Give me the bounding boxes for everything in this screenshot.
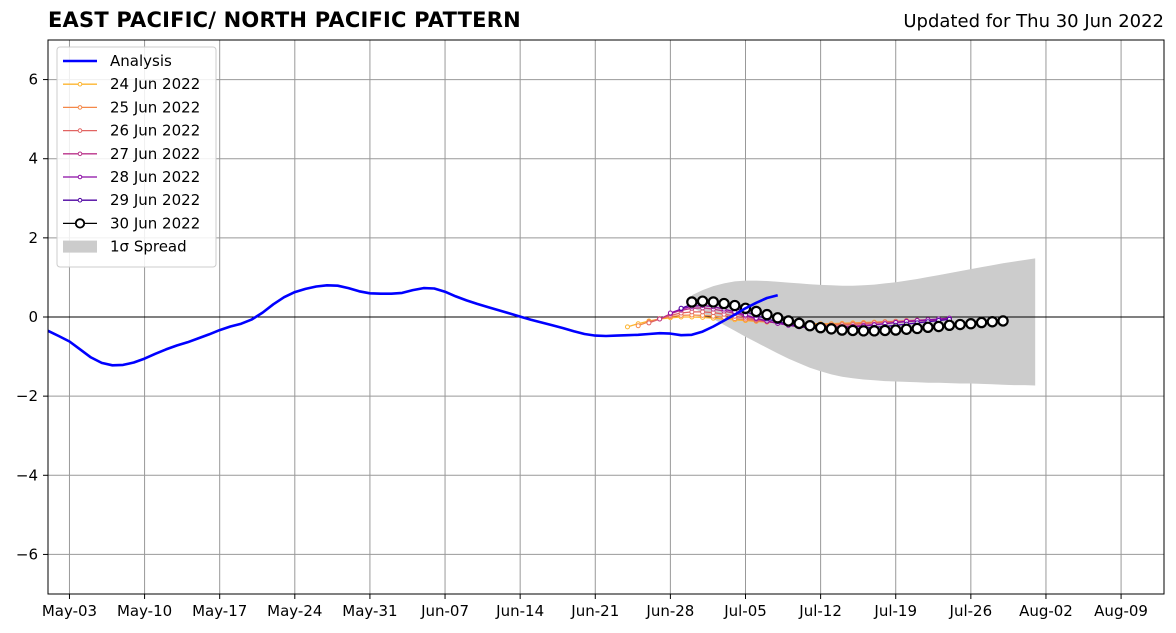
forecast-point	[646, 320, 652, 326]
x-axis: May-03 May-10 May-17 May-24 May-31 Jun-07 Jun-…	[42, 594, 1148, 620]
x-tick-label: May-31	[342, 602, 397, 620]
forecast-point	[975, 316, 988, 329]
legend-box	[56, 46, 217, 268]
x-tick-label: May-03	[42, 602, 97, 620]
y-tick-label: 4	[28, 150, 38, 168]
forecast-point	[836, 324, 848, 336]
forecast-point	[686, 296, 698, 308]
legend-swatch-marker	[77, 81, 83, 87]
x-tick-label: Jun-28	[645, 602, 694, 620]
analysis-line	[47, 283, 779, 367]
forecast-point	[729, 299, 741, 312]
legend-swatch-marker	[74, 218, 86, 229]
forecast-point	[868, 325, 880, 337]
forecast-point	[696, 295, 709, 307]
legend-label: 1σ Spread	[110, 238, 187, 256]
x-tick-label: May-10	[117, 602, 172, 620]
x-tick-label: May-17	[192, 602, 247, 620]
forecast-point	[718, 297, 730, 310]
legend-label: 26 Jun 2022	[110, 122, 200, 140]
forecast-point	[954, 318, 966, 331]
forecast-point	[700, 309, 706, 315]
legend-swatch-spread	[63, 240, 97, 253]
legend-label: 24 Jun 2022	[110, 75, 200, 93]
legend-label: 25 Jun 2022	[110, 98, 200, 116]
forecast-point	[635, 323, 641, 329]
forecast-point	[678, 305, 684, 311]
forecast-point	[657, 316, 663, 322]
legend-label: 29 Jun 2022	[110, 191, 200, 209]
forecast-point	[900, 323, 913, 335]
forecast-point	[771, 312, 784, 324]
x-tick-label: Jun-14	[495, 602, 544, 620]
forecast-point	[890, 324, 902, 336]
series-lines	[47, 283, 1009, 367]
x-tick-label: Jul-26	[949, 602, 993, 620]
forecast-point	[986, 316, 999, 328]
x-tick-label: Jul-05	[723, 602, 767, 620]
forecast-point	[879, 324, 891, 337]
legend-swatch-marker	[77, 197, 83, 203]
legend-swatch-marker	[77, 128, 83, 133]
x-tick-label: Aug-02	[1019, 602, 1073, 620]
legend-swatch-marker	[77, 105, 83, 110]
forecast-point	[667, 310, 673, 316]
forecast-point	[997, 315, 1009, 327]
legend-label: 27 Jun 2022	[110, 145, 200, 163]
chart-subtitle: Updated for Thu 30 Jun 2022	[903, 11, 1164, 32]
x-tick-label: Jun-07	[420, 602, 469, 620]
y-tick-label: 2	[28, 229, 38, 247]
legend-label: 30 Jun 2022	[110, 214, 200, 232]
legend-swatch-marker	[77, 174, 83, 180]
y-tick-label: 6	[28, 71, 38, 89]
forecast-point	[943, 319, 956, 332]
y-tick-label: −4	[16, 466, 38, 484]
forecast-point	[911, 322, 923, 335]
forecast-point	[857, 325, 870, 337]
forecast-point	[847, 324, 859, 337]
forecast-point	[793, 317, 805, 330]
forecast-point	[804, 320, 816, 332]
x-tick-label: Jul-19	[873, 602, 917, 620]
forecast-point	[782, 315, 795, 327]
forecast-point	[624, 324, 630, 330]
forecast-point	[761, 308, 773, 321]
legend-swatch-marker	[77, 151, 83, 157]
y-tick-label: −2	[16, 387, 38, 405]
legend-label: 28 Jun 2022	[110, 168, 200, 186]
forecast-point	[814, 321, 827, 334]
x-tick-label: Aug-09	[1094, 602, 1148, 620]
forecast-point	[750, 305, 762, 318]
forecast-point	[707, 296, 720, 308]
x-tick-label: Jun-21	[570, 602, 619, 620]
y-tick-label: 0	[28, 308, 38, 326]
forecast-point	[932, 320, 945, 333]
x-tick-label: May-24	[267, 602, 322, 620]
x-tick-label: Jul-12	[798, 602, 842, 620]
legend-label: Analysis	[110, 52, 172, 70]
y-tick-label: −6	[16, 545, 38, 563]
legend: Analysis 24 Jun 2022 25 Jun 2022 26 Jun 202…	[56, 46, 217, 268]
forecast-point	[922, 321, 934, 333]
chart-title: EAST PACIFIC/ NORTH PACIFIC PATTERN	[48, 8, 521, 32]
y-axis: −6 −4 −2 0 2 4 6	[16, 71, 48, 563]
forecast-point	[825, 323, 838, 335]
forecast-point	[965, 318, 977, 330]
